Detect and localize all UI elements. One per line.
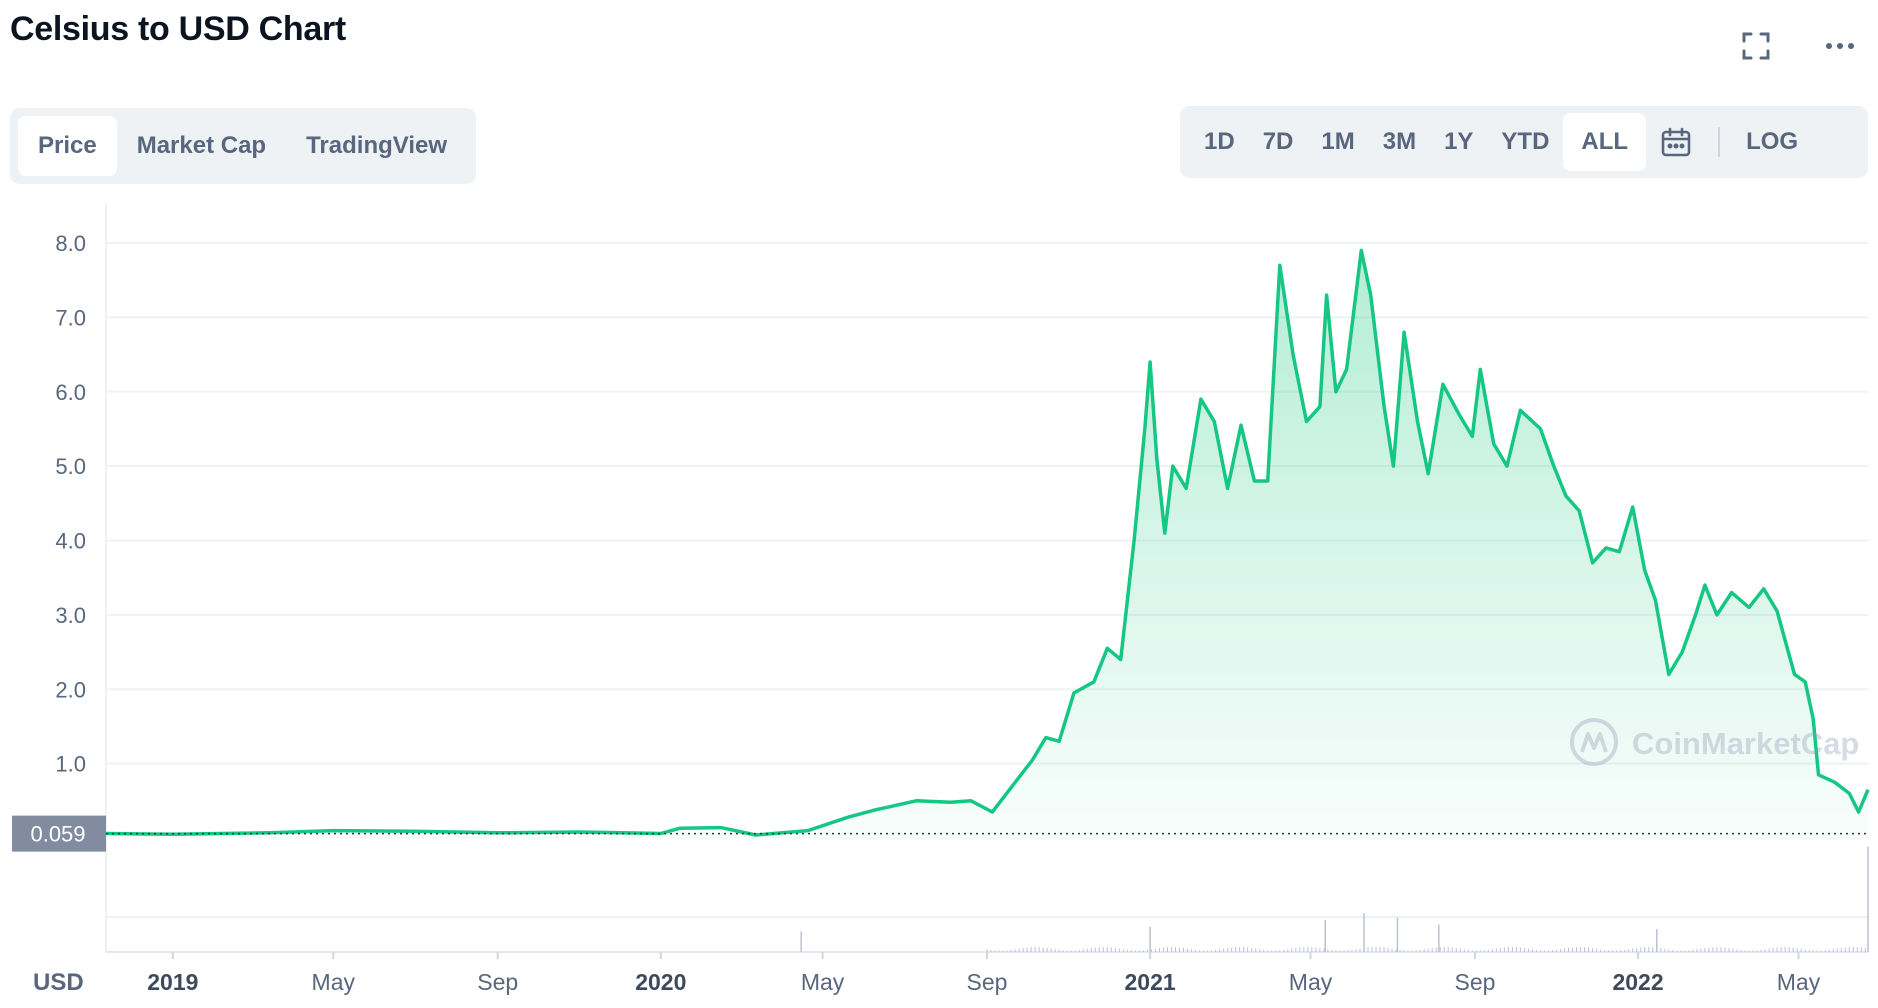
tab-market-cap[interactable]: Market Cap [136,132,267,159]
chart-type-tabs: Price Market Cap TradingView [10,108,476,184]
price-line [105,248,1870,837]
x-tick-label: Sep [1454,969,1495,995]
top-actions [1736,26,1860,66]
x-tick-label: May [1289,969,1333,995]
range-1d[interactable]: 1D [1204,128,1235,155]
y-tick-label: 8.0 [55,231,86,256]
page-title: Celsius to USD Chart [10,10,346,48]
range-7d[interactable]: 7D [1262,128,1294,155]
x-tick-label: 2022 [1612,969,1663,995]
expand-icon[interactable] [1736,26,1776,66]
y-tick-label: 5.0 [55,454,86,479]
x-tick-label: Sep [967,969,1008,995]
x-tick-label: 2020 [635,969,686,995]
range-divider [1718,127,1721,157]
y-axis: 1.0 2.0 3.0 4.0 5.0 6.0 7.0 8.0 [55,231,86,777]
watermark: CoinMarketCap [1570,718,1859,766]
range-ytd[interactable]: YTD [1501,128,1550,155]
y-tick-label: 6.0 [55,380,86,405]
currency-label: USD [33,969,84,996]
price-chart[interactable]: 1.0 2.0 3.0 4.0 5.0 6.0 7.0 8.0 CoinMarketCap 0… [0,200,1878,1008]
watermark-text: CoinMarketCap [1632,726,1859,761]
current-price-label: 0.059 [30,822,85,847]
y-tick-label: 2.0 [55,677,86,702]
range-all[interactable]: ALL [1563,113,1647,171]
x-tick-label: Sep [477,969,518,995]
range-1y[interactable]: 1Y [1444,128,1474,155]
time-range-selector: 1D 7D 1M 3M 1Y YTD ALL LOG [1180,106,1868,178]
y-tick-label: 7.0 [55,305,86,330]
y-tick-label: 4.0 [55,529,86,554]
more-icon[interactable] [1820,26,1860,66]
range-1m[interactable]: 1M [1321,128,1355,155]
x-tick-label: 2019 [147,969,198,995]
range-3m[interactable]: 3M [1382,128,1417,155]
log-toggle[interactable]: LOG [1746,128,1799,155]
x-tick-label: May [801,969,845,995]
x-tick-label: May [312,969,356,995]
current-price-tag: 0.059 [12,815,106,852]
x-tick-label: May [1777,969,1821,995]
volume-bars [800,846,1869,952]
x-axis: 2019 May Sep 2020 May Sep 2021 May Sep 2022 May [147,952,1821,995]
y-tick-label: 3.0 [55,603,86,628]
calendar-icon[interactable] [1646,113,1706,171]
tab-tradingview[interactable]: TradingView [306,132,448,159]
tab-price[interactable]: Price [18,116,117,176]
y-tick-label: 1.0 [55,752,86,777]
x-tick-label: 2021 [1125,969,1176,995]
price-area [106,250,1868,838]
